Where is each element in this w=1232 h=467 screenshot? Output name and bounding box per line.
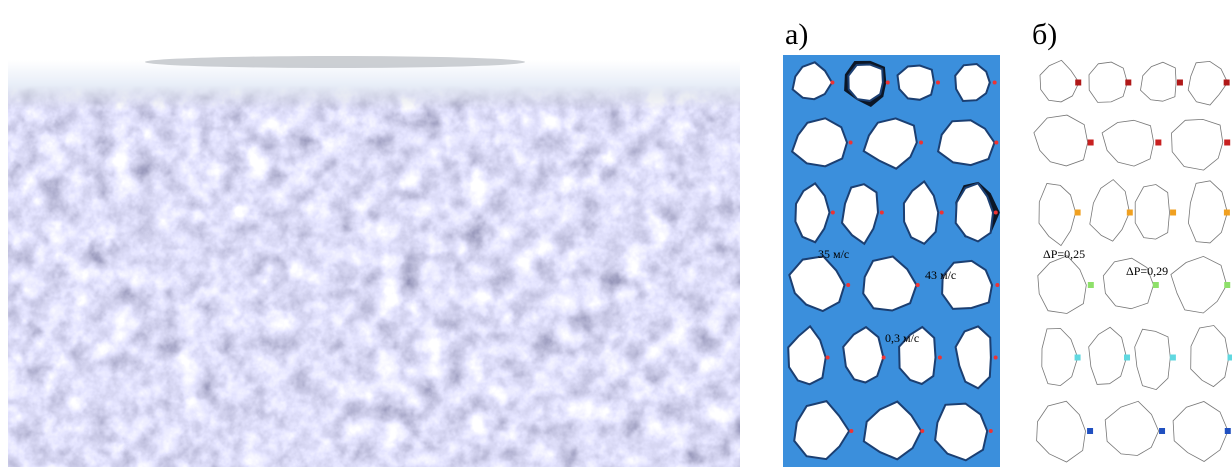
panel-label: а): [785, 18, 808, 51]
throat-marker: [1224, 140, 1230, 146]
annotation: ΔP=0,25: [1043, 247, 1085, 261]
throat-marker: [993, 81, 997, 85]
throat-marker: [995, 283, 999, 287]
throat-marker: [1228, 355, 1232, 361]
throat-marker: [1075, 210, 1081, 216]
throat-marker: [1177, 80, 1183, 86]
throat-marker: [994, 356, 998, 360]
throat-marker: [994, 141, 998, 145]
throat-marker: [940, 211, 944, 215]
throat-marker: [1127, 210, 1133, 216]
figure: а) б) 35 м/с 43 м/с 0,3 м/с ΔP=0,25 ΔP=0…: [0, 0, 1232, 467]
throat-marker: [830, 81, 834, 85]
throat-marker: [916, 283, 920, 287]
throat-marker: [886, 81, 890, 85]
throat-marker: [880, 211, 884, 215]
panel-velocity: [783, 55, 1000, 467]
panel-label: б): [1032, 18, 1057, 51]
throat-marker: [831, 211, 835, 215]
throat-marker: [1224, 80, 1230, 86]
throat-marker: [919, 141, 923, 145]
annotation: 0,3 м/с: [885, 331, 919, 345]
porous-media-render: [8, 56, 740, 467]
throat-marker: [1224, 210, 1230, 216]
throat-marker: [938, 356, 942, 360]
throat-marker: [1153, 282, 1159, 288]
throat-marker: [1170, 210, 1176, 216]
throat-marker: [1224, 282, 1230, 288]
throat-marker: [994, 211, 998, 215]
throat-marker: [1124, 355, 1130, 361]
annotation: ΔP=0,29: [1126, 264, 1168, 278]
throat-marker: [936, 81, 940, 85]
throat-marker: [989, 429, 993, 433]
panel-pressure: [1030, 55, 1232, 467]
throat-marker: [1125, 80, 1131, 86]
throat-marker: [1088, 140, 1094, 146]
throat-marker: [920, 429, 924, 433]
annotation: 35 м/с: [818, 247, 849, 261]
throat-marker: [1155, 140, 1161, 146]
throat-marker: [826, 356, 830, 360]
throat-marker: [1159, 428, 1165, 434]
throat-marker: [849, 141, 853, 145]
throat-marker: [1075, 355, 1081, 361]
throat-marker: [882, 356, 886, 360]
throat-marker: [1075, 80, 1081, 86]
throat-marker: [1225, 428, 1231, 434]
pore: [848, 65, 883, 101]
throat-marker: [1087, 428, 1093, 434]
throat-marker: [849, 429, 853, 433]
throat-marker: [846, 283, 850, 287]
pore: [955, 64, 990, 101]
annotation: 43 м/с: [925, 268, 956, 282]
throat-marker: [1088, 282, 1094, 288]
throat-marker: [1170, 355, 1176, 361]
